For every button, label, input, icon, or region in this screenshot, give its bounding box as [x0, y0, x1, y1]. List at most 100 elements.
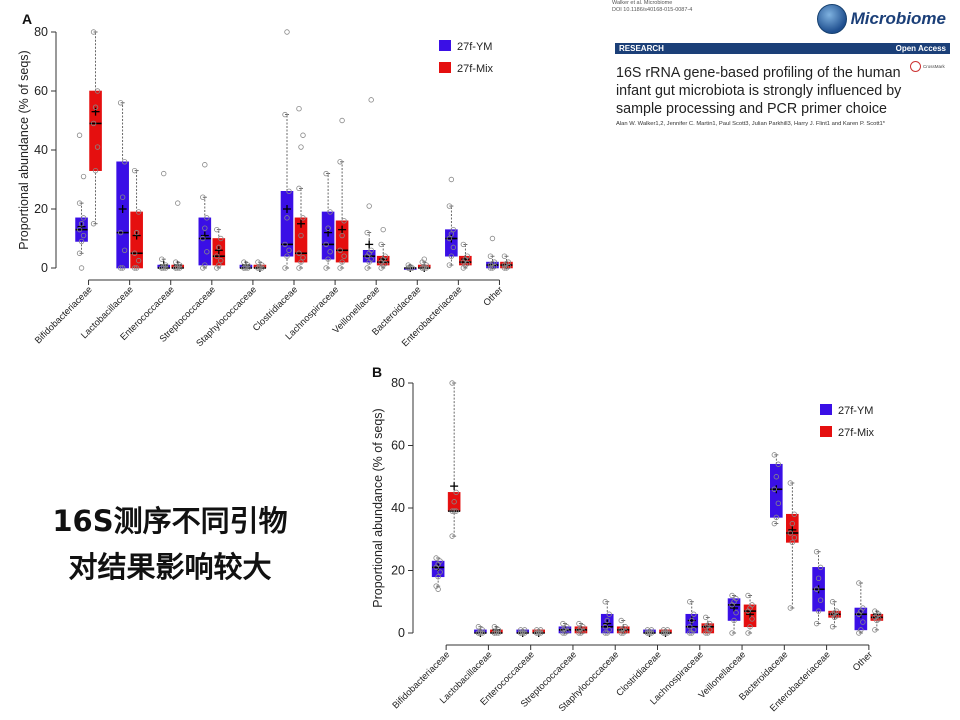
data-point — [602, 599, 608, 605]
data-point — [405, 262, 411, 268]
data-point — [872, 627, 878, 633]
data-point — [602, 630, 608, 636]
data-point — [298, 259, 304, 265]
data-point — [437, 558, 443, 564]
data-point — [218, 235, 224, 242]
data-point — [76, 132, 83, 138]
data-point — [80, 232, 87, 239]
data-point — [644, 627, 651, 633]
data-point — [135, 257, 142, 264]
data-point — [580, 624, 586, 630]
y-tick-label: 80 — [34, 25, 48, 39]
data-point — [449, 380, 455, 386]
data-point — [337, 159, 343, 165]
data-point — [173, 259, 179, 265]
data-point — [446, 235, 453, 242]
y-tick-label: 0 — [41, 261, 48, 275]
data-point — [775, 500, 782, 507]
paper-header: Walker et al. Microbiome DOI 10.1186/s40… — [612, 0, 950, 140]
y-tick-label: 20 — [34, 202, 48, 216]
data-point — [177, 262, 183, 268]
data-point — [298, 144, 304, 150]
data-point — [691, 611, 697, 617]
data-point — [745, 592, 751, 599]
category-label: Other — [851, 649, 875, 673]
y-tick-label: 80 — [391, 376, 405, 390]
legend-label: 27f-Mix — [457, 63, 494, 75]
data-point — [453, 508, 459, 514]
data-point — [216, 244, 222, 251]
data-point — [703, 630, 709, 636]
data-point — [604, 617, 610, 624]
data-point — [787, 605, 794, 611]
data-point — [282, 111, 288, 118]
data-point — [327, 249, 333, 255]
slide-caption: 16S测序不同引物 对结果影响较大 — [20, 498, 320, 590]
y-tick-label: 60 — [34, 84, 48, 98]
data-point — [200, 194, 206, 200]
data-point — [433, 555, 439, 561]
data-point — [94, 144, 101, 150]
data-point — [325, 256, 331, 262]
data-point — [464, 253, 471, 259]
data-point — [860, 605, 866, 611]
data-point — [423, 262, 429, 268]
data-point — [648, 627, 655, 633]
data-point — [380, 226, 386, 233]
data-point — [749, 602, 755, 608]
data-point — [90, 29, 97, 35]
data-point — [286, 188, 292, 194]
data-point — [327, 209, 333, 215]
data-point — [204, 215, 210, 221]
data-point — [449, 533, 455, 539]
paper-title: 16S rRNA gene-based profiling of the hum… — [616, 65, 902, 117]
data-point — [92, 104, 99, 110]
data-point — [159, 256, 165, 262]
data-point — [78, 238, 85, 245]
data-point — [791, 511, 798, 517]
data-point — [200, 235, 206, 242]
data-point — [707, 627, 713, 633]
data-point — [451, 508, 457, 514]
data-point — [117, 100, 124, 106]
data-point — [501, 253, 508, 259]
data-point — [366, 203, 372, 209]
paper-authors: Alan W. Walker1,2, Jennifer C. Martin1, … — [616, 121, 886, 127]
data-point — [733, 609, 739, 616]
data-point — [214, 253, 220, 259]
y-tick-label: 20 — [391, 564, 405, 578]
legend-label: 27f-Mix — [838, 427, 875, 439]
data-point — [449, 508, 455, 514]
data-point — [687, 624, 693, 630]
data-point — [325, 225, 331, 231]
data-point — [117, 229, 124, 236]
data-point — [135, 209, 142, 215]
journal-logo: Microbiome — [816, 2, 946, 36]
data-point — [216, 262, 222, 268]
data-point — [491, 624, 498, 630]
journal-doi: DOI 10.1186/s40168-015-0087-4 — [612, 7, 693, 13]
data-point — [76, 200, 83, 206]
data-point — [323, 170, 329, 177]
data-point — [787, 530, 794, 536]
data-point — [163, 262, 169, 268]
y-tick-label: 0 — [398, 626, 405, 640]
data-point — [451, 499, 457, 505]
data-point — [787, 480, 794, 486]
data-point — [533, 627, 540, 633]
box-27f-mix — [89, 90, 102, 171]
data-point — [745, 630, 751, 636]
data-point — [298, 232, 304, 239]
y-tick-label: 60 — [391, 439, 405, 453]
data-point — [378, 241, 384, 248]
data-point — [872, 608, 878, 614]
section-label: RESEARCH — [619, 44, 664, 53]
data-point — [703, 614, 709, 621]
data-point — [296, 250, 302, 256]
data-point — [858, 627, 864, 633]
data-point — [76, 250, 83, 256]
data-point — [450, 244, 457, 251]
data-point — [771, 520, 778, 527]
data-point — [618, 617, 624, 624]
open-access-label: Open Access — [895, 44, 946, 53]
